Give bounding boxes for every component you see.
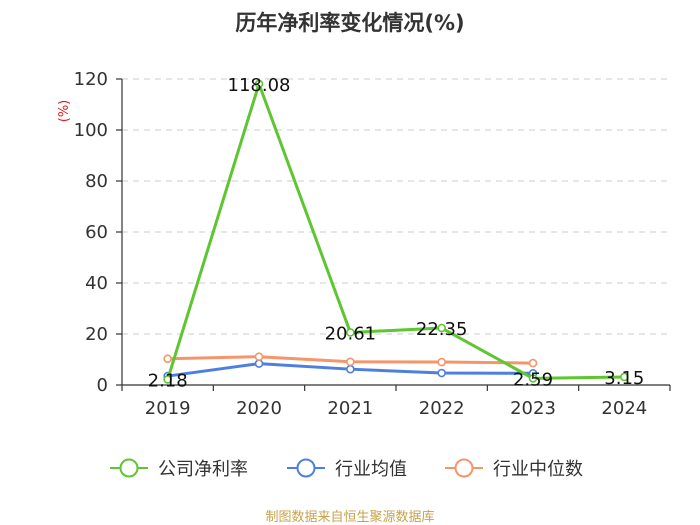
series-layer bbox=[163, 79, 629, 384]
legend-item-0[interactable]: 公司净利率 bbox=[110, 458, 248, 480]
y-tick-label-0: 0 bbox=[97, 375, 108, 396]
x-tick-label-2019: 2019 bbox=[145, 398, 191, 419]
y-tick-label-120: 120 bbox=[74, 69, 108, 90]
x-tick-label-2023: 2023 bbox=[510, 398, 556, 419]
y-tick-label-80: 80 bbox=[85, 171, 108, 192]
axes: 0 20 40 60 80 100 120 2019 2020 2021 2022 2023 2024 bbox=[74, 69, 671, 419]
data-label-2023: 2.59 bbox=[513, 369, 553, 390]
x-tick-label-2022: 2022 bbox=[419, 398, 465, 419]
data-label-2022: 22.35 bbox=[416, 319, 468, 340]
x-tick-label-2021: 2021 bbox=[327, 398, 373, 419]
data-point-s1-2022 bbox=[437, 368, 446, 378]
data-point-s2-2019 bbox=[163, 354, 172, 364]
data-labels: 2.18 118.08 20.61 22.35 2.59 3.15 bbox=[148, 75, 645, 392]
legend-item-1[interactable]: 行业均值 bbox=[287, 458, 407, 480]
data-label-2021: 20.61 bbox=[325, 323, 377, 344]
data-point-s0-2022 bbox=[437, 323, 446, 333]
grid-lines bbox=[122, 78, 670, 335]
y-tick-label-100: 100 bbox=[74, 120, 108, 141]
source-note: 制图数据来自恒生聚源数据库 bbox=[265, 509, 434, 525]
data-point-s0-2020 bbox=[254, 79, 264, 89]
legend-marker-2 bbox=[454, 458, 474, 478]
data-point-s0-2021 bbox=[346, 328, 355, 337]
y-tick-label-60: 60 bbox=[85, 222, 108, 243]
legend-label-0: 公司净利率 bbox=[158, 459, 248, 480]
data-point-s0-2019 bbox=[163, 375, 172, 384]
y-tick-label-20: 20 bbox=[85, 324, 108, 345]
legend-marker-1 bbox=[296, 458, 316, 478]
legend-marker-0 bbox=[119, 458, 139, 478]
data-label-2020: 118.08 bbox=[228, 75, 291, 96]
data-point-s2-2021 bbox=[346, 357, 355, 367]
legend-label-1: 行业均值 bbox=[335, 459, 407, 480]
legend-item-2[interactable]: 行业中位数 bbox=[445, 458, 583, 480]
series-line-0 bbox=[166, 82, 625, 380]
legend[interactable]: 公司净利率 行业均值 行业中位数 bbox=[110, 458, 583, 480]
data-point-s0-2023 bbox=[528, 374, 538, 383]
data-label-2019: 2.18 bbox=[148, 370, 188, 391]
chart-title: 历年净利率变化情况(%) bbox=[235, 11, 464, 35]
x-tick-label-2024: 2024 bbox=[601, 398, 647, 419]
y-tick-label-40: 40 bbox=[85, 273, 108, 294]
data-point-s1-2021 bbox=[346, 364, 355, 374]
data-point-s1-2020 bbox=[254, 359, 264, 368]
data-point-s2-2020 bbox=[254, 352, 264, 361]
legend-label-2: 行业中位数 bbox=[493, 459, 583, 480]
data-point-s2-2023 bbox=[528, 358, 538, 368]
data-point-s0-2024 bbox=[620, 372, 629, 382]
y-axis-label: (%) bbox=[57, 100, 72, 123]
data-point-s2-2022 bbox=[437, 357, 446, 367]
data-label-2024: 3.15 bbox=[604, 368, 644, 389]
x-tick-label-2020: 2020 bbox=[236, 398, 282, 419]
